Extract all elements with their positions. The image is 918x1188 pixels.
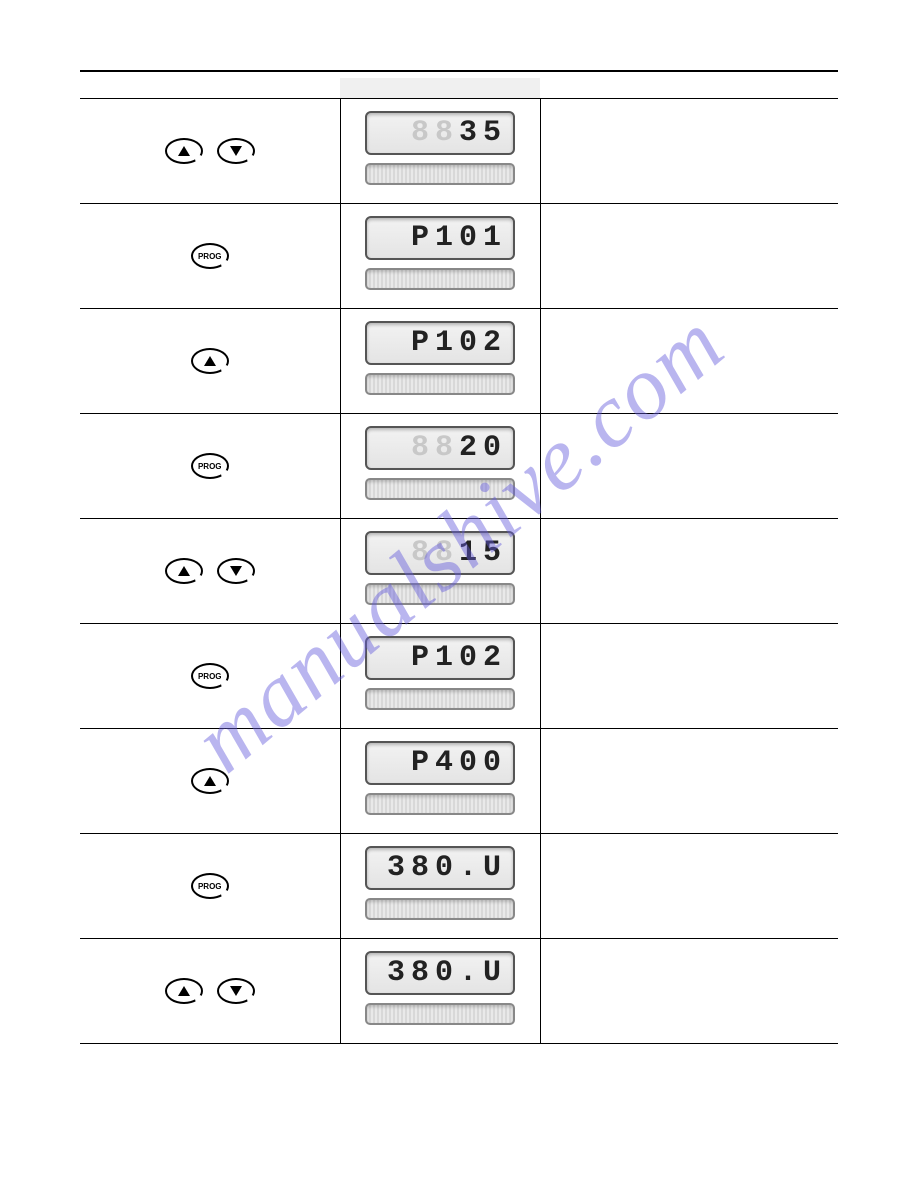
prog-label: PROG	[198, 252, 222, 261]
lcd-dim: 88	[411, 536, 459, 570]
down-arrow-icon	[230, 986, 242, 996]
lcd-bar	[365, 163, 515, 185]
lcd-display: 8835	[365, 111, 515, 155]
button-group: PROG	[86, 846, 334, 926]
lcd-value: P102	[411, 641, 507, 675]
lcd-bar	[365, 793, 515, 815]
lcd-value: 380.U	[387, 956, 507, 990]
lcd-bar	[365, 688, 515, 710]
button-group: PROG	[86, 636, 334, 716]
table-row: 8815	[80, 519, 838, 624]
lcd-value: P101	[411, 221, 507, 255]
up-arrow-icon	[178, 146, 190, 156]
up-arrow-icon	[178, 566, 190, 576]
prog-button[interactable]: PROG	[191, 663, 229, 689]
up-arrow-icon	[204, 356, 216, 366]
button-group	[86, 741, 334, 821]
description-cell	[540, 519, 838, 624]
prog-label: PROG	[198, 882, 222, 891]
lcd-display: 380.U	[365, 951, 515, 995]
lcd-value: 20	[459, 431, 507, 465]
lcd-display: 8815	[365, 531, 515, 575]
prog-button[interactable]: PROG	[191, 243, 229, 269]
button-group: PROG	[86, 426, 334, 506]
table-row: PROG P102	[80, 624, 838, 729]
table-row: 380.U	[80, 939, 838, 1044]
header-cell-right	[540, 78, 838, 98]
prog-button[interactable]: PROG	[191, 453, 229, 479]
down-button[interactable]	[217, 978, 255, 1004]
lcd-bar	[365, 373, 515, 395]
description-cell	[540, 99, 838, 204]
steps-table: 8835 PROG P101 P1	[80, 99, 838, 1044]
description-cell	[540, 624, 838, 729]
lcd-value: 15	[459, 536, 507, 570]
lcd-bar	[365, 1003, 515, 1025]
up-arrow-icon	[204, 776, 216, 786]
lcd-value: 35	[459, 116, 507, 150]
description-cell	[540, 834, 838, 939]
lcd-display: P400	[365, 741, 515, 785]
down-button[interactable]	[217, 138, 255, 164]
header-cell-left	[80, 78, 340, 98]
up-button[interactable]	[165, 138, 203, 164]
table-row: PROG P101	[80, 204, 838, 309]
lcd-dim: 88	[411, 431, 459, 465]
header-cell-mid	[340, 78, 540, 98]
description-cell	[540, 414, 838, 519]
up-button[interactable]	[165, 558, 203, 584]
lcd-display: P101	[365, 216, 515, 260]
header-shade	[340, 78, 540, 98]
description-cell	[540, 939, 838, 1044]
table-row: 8835	[80, 99, 838, 204]
lcd-dim: 88	[411, 116, 459, 150]
lcd-value: 380.U	[387, 851, 507, 885]
lcd-bar	[365, 478, 515, 500]
lcd-bar	[365, 268, 515, 290]
down-arrow-icon	[230, 146, 242, 156]
button-group	[86, 321, 334, 401]
table-header	[80, 78, 838, 99]
up-arrow-icon	[178, 986, 190, 996]
table-row: PROG 380.U	[80, 834, 838, 939]
description-cell	[540, 204, 838, 309]
prog-button[interactable]: PROG	[191, 873, 229, 899]
lcd-display: P102	[365, 636, 515, 680]
down-arrow-icon	[230, 566, 242, 576]
prog-label: PROG	[198, 672, 222, 681]
table-row: P400	[80, 729, 838, 834]
manual-page: 8835 PROG P101 P1	[0, 0, 918, 1084]
button-group: PROG	[86, 216, 334, 296]
table-row: P102	[80, 309, 838, 414]
lcd-value: P102	[411, 326, 507, 360]
description-cell	[540, 729, 838, 834]
up-button[interactable]	[191, 768, 229, 794]
lcd-display: 380.U	[365, 846, 515, 890]
lcd-bar	[365, 583, 515, 605]
table-row: PROG 8820	[80, 414, 838, 519]
up-button[interactable]	[165, 978, 203, 1004]
lcd-display: 8820	[365, 426, 515, 470]
top-rule	[80, 70, 838, 72]
button-group	[86, 531, 334, 611]
down-button[interactable]	[217, 558, 255, 584]
prog-label: PROG	[198, 462, 222, 471]
button-group	[86, 111, 334, 191]
button-group	[86, 951, 334, 1031]
description-cell	[540, 309, 838, 414]
up-button[interactable]	[191, 348, 229, 374]
lcd-display: P102	[365, 321, 515, 365]
lcd-bar	[365, 898, 515, 920]
lcd-value: P400	[411, 746, 507, 780]
